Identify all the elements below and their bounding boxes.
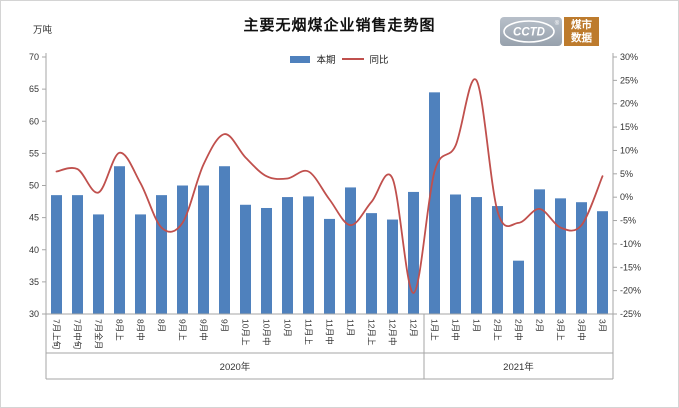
legend-line-swatch <box>341 58 364 60</box>
bar-10月中 <box>261 207 272 314</box>
x-axis-label-10月中: 10月中 <box>262 319 272 345</box>
bar-10月上 <box>240 204 251 314</box>
bar-3月上 <box>555 198 566 314</box>
x-axis-label-10月上: 10月上 <box>241 319 251 346</box>
bar-1月中 <box>450 194 461 314</box>
right-axis-tick-label: 5% <box>620 169 633 179</box>
bar-7月上旬 <box>51 195 62 314</box>
left-axis-unit-label: 万吨 <box>33 25 53 36</box>
x-axis-label-2月上: 2月上 <box>493 319 503 341</box>
cctd-ellipse-icon: CCTD ® <box>503 20 560 43</box>
legend-bar-swatch <box>290 55 311 63</box>
x-axis-label-9月上: 9月上 <box>178 319 188 341</box>
bar-1月 <box>471 197 482 314</box>
bar-8月 <box>156 195 167 314</box>
x-axis-label-8月: 8月 <box>157 319 167 332</box>
right-axis-tick-label: 15% <box>620 122 638 132</box>
cctd-logo: CCTD ® 煤市 数据 <box>500 17 599 46</box>
right-axis-tick-label: 30% <box>620 52 638 62</box>
left-axis-tick-label: 35 <box>29 277 39 287</box>
x-axis-label-3月: 3月 <box>598 319 608 332</box>
right-axis-tick-label: -15% <box>620 262 641 272</box>
bar-12月 <box>408 191 419 314</box>
x-axis-label-7月全月: 7月全月 <box>94 319 104 349</box>
right-axis-tick-label: -25% <box>620 309 641 319</box>
right-axis-tick-label: 0% <box>620 192 633 202</box>
x-axis-label-11月上: 11月上 <box>304 319 314 345</box>
left-axis-tick-label: 65 <box>29 84 39 94</box>
tagline-line2: 数据 <box>571 31 592 44</box>
x-axis-label-7月上旬: 7月上旬 <box>52 319 62 349</box>
bar-8月中 <box>135 214 146 314</box>
x-axis-label-9月: 9月 <box>220 319 230 332</box>
bar-11月上 <box>303 196 314 314</box>
bar-9月 <box>219 166 230 314</box>
x-axis-label-3月上: 3月上 <box>556 319 566 341</box>
x-axis-label-1月中: 1月中 <box>451 319 461 341</box>
x-axis-label-8月上: 8月上 <box>115 319 125 341</box>
left-axis-tick-label: 45 <box>29 213 39 223</box>
x-axis-label-11月中: 11月中 <box>325 319 335 345</box>
tagline-line1: 煤市 <box>571 18 592 31</box>
left-axis-tick-label: 60 <box>29 116 39 126</box>
x-axis-label-12月中: 12月中 <box>388 319 398 345</box>
legend-line-label: 同比 <box>369 55 389 66</box>
bar-2月上 <box>492 206 503 314</box>
legend-bar-label: 本期 <box>316 55 336 66</box>
bar-2月中 <box>513 260 524 314</box>
year-group-label: 2021年 <box>503 361 534 373</box>
bar-12月上 <box>366 213 377 314</box>
cctd-logo-tagline: 煤市 数据 <box>564 17 599 46</box>
x-axis-label-3月中: 3月中 <box>577 319 587 341</box>
bar-3月 <box>597 211 608 314</box>
bar-8月上 <box>114 166 125 314</box>
bar-9月中 <box>198 185 209 314</box>
right-axis-tick-label: 25% <box>620 75 638 85</box>
bar-1月上 <box>429 92 440 315</box>
x-axis-label-12月上: 12月上 <box>367 319 377 346</box>
x-axis-label-10月: 10月 <box>283 319 293 337</box>
x-axis-label-2月: 2月 <box>535 319 545 332</box>
bar-7月中旬 <box>72 195 83 314</box>
x-axis-label-11月: 11月 <box>346 319 356 336</box>
right-axis-tick-label: -10% <box>620 239 641 249</box>
legend: 本期 同比 <box>270 52 410 66</box>
bar-7月全月 <box>93 214 104 314</box>
x-axis-label-2月中: 2月中 <box>514 319 524 341</box>
right-axis-tick-label: 20% <box>620 99 638 109</box>
x-axis-label-8月中: 8月中 <box>136 319 146 341</box>
cctd-logo-text: CCTD <box>513 27 545 39</box>
bar-11月中 <box>324 218 335 314</box>
x-axis-label-9月中: 9月中 <box>199 319 209 341</box>
x-axis-label-12月: 12月 <box>409 319 419 337</box>
right-axis-tick-label: -5% <box>620 216 636 226</box>
right-axis-tick-label: -20% <box>620 286 641 296</box>
x-axis-label-1月上: 1月上 <box>430 319 440 341</box>
left-axis-tick-label: 40 <box>29 245 39 255</box>
registered-mark: ® <box>555 20 560 27</box>
bar-9月上 <box>177 185 188 314</box>
left-axis-tick-label: 70 <box>29 52 39 62</box>
x-axis-label-1月: 1月 <box>472 319 482 332</box>
left-axis-tick-label: 55 <box>29 148 39 158</box>
right-axis-tick-label: 10% <box>620 145 638 155</box>
bar-10月 <box>282 197 293 314</box>
chart-title: 主要无烟煤企业销售走势图 <box>243 18 436 34</box>
bar-11月 <box>345 187 356 314</box>
bar-3月中 <box>576 202 587 314</box>
left-axis-tick-label: 50 <box>29 181 39 191</box>
bar-12月中 <box>387 219 398 314</box>
year-group-label: 2020年 <box>220 361 251 373</box>
x-axis-label-7月中旬: 7月中旬 <box>73 319 83 349</box>
bar-2月 <box>534 189 545 314</box>
left-axis-tick-label: 30 <box>29 309 39 319</box>
yoy-trend-line <box>55 78 604 294</box>
cctd-logo-mark: CCTD ® <box>500 17 562 46</box>
